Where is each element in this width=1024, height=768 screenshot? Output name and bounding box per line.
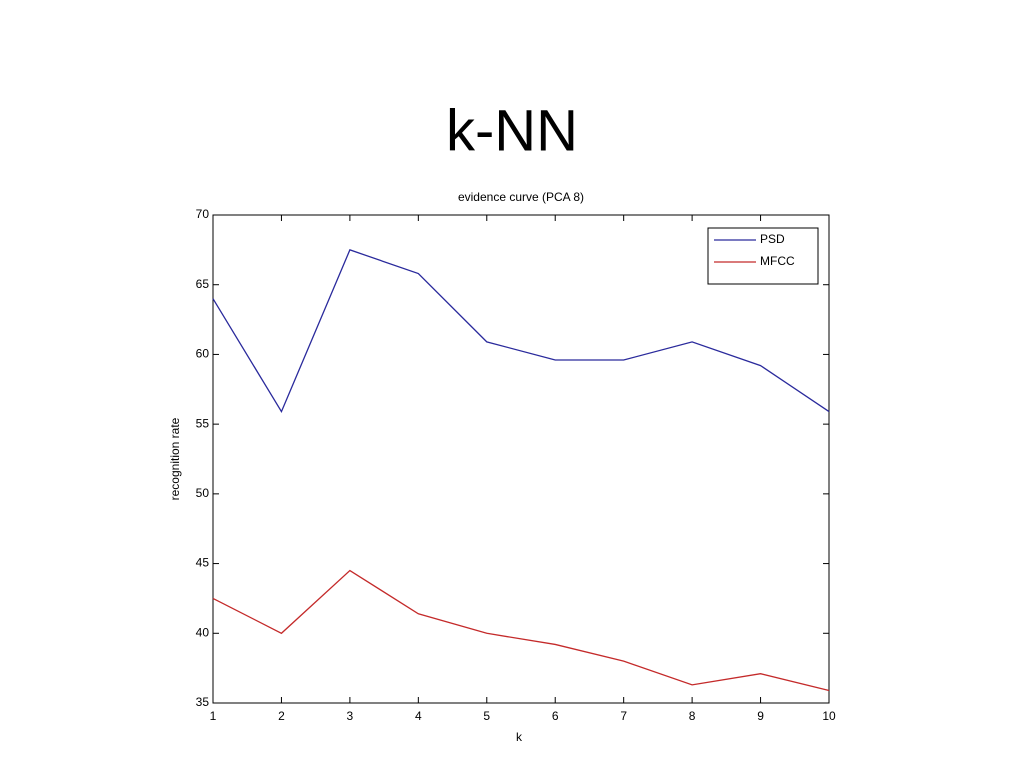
y-axis-label: recognition rate (168, 417, 182, 500)
y-tick-label: 50 (196, 486, 210, 500)
y-tick-label: 55 (196, 416, 210, 430)
series-line (212, 249, 830, 414)
legend-label: MFCC (760, 254, 795, 268)
y-tick-label: 60 (196, 347, 210, 361)
y-tick-label: 70 (196, 207, 210, 221)
x-tick-label: 8 (689, 709, 696, 723)
x-axis-label: k (516, 730, 523, 744)
legend-box (707, 227, 819, 285)
x-tick-label: 7 (620, 709, 627, 723)
plot-frame (212, 214, 830, 704)
x-tick-label: 1 (210, 709, 217, 723)
x-tick-label: 2 (278, 709, 285, 723)
y-tick-label: 35 (196, 695, 210, 709)
legend-label: PSD (760, 232, 785, 246)
x-tick-label: 3 (347, 709, 354, 723)
slide-title: k-NN (446, 98, 578, 163)
x-tick-label: 10 (822, 709, 836, 723)
y-tick-label: 45 (196, 556, 210, 570)
chart-title: evidence curve (PCA 8) (458, 190, 584, 204)
x-tick-label: 6 (552, 709, 559, 723)
series-line (212, 569, 830, 692)
x-tick-label: 5 (483, 709, 490, 723)
x-tick-label: 9 (757, 709, 764, 723)
x-tick-label: 4 (415, 709, 422, 723)
legend: PSD MFCC (707, 227, 819, 285)
y-tick-label: 65 (196, 277, 210, 291)
y-tick-label: 40 (196, 625, 210, 639)
